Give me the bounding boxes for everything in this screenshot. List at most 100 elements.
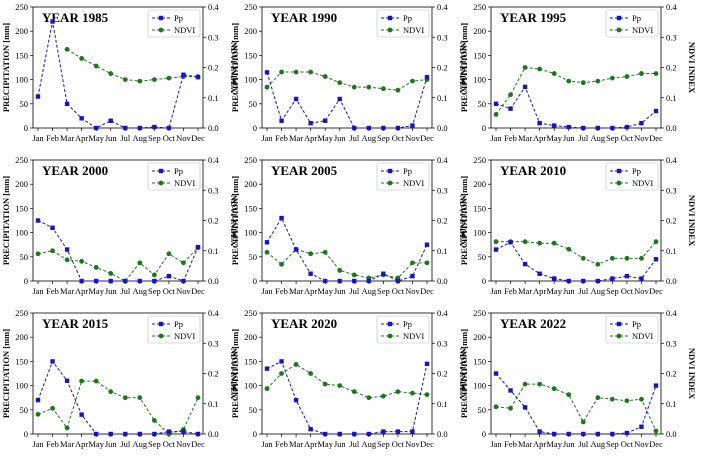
ndvi-point-oct: [395, 87, 401, 93]
left-tick-label: 50: [249, 252, 258, 262]
ndvi-point-jun: [108, 71, 114, 76]
x-tick-label-jul: Jul: [120, 439, 131, 449]
ndvi-point-oct: [624, 255, 630, 261]
right-tick-label: 0.4: [208, 2, 219, 12]
pp-point-jun: [108, 278, 113, 284]
pp-point-may: [322, 278, 328, 284]
ndvi-point-aug: [137, 260, 143, 266]
x-tick-label-nov: Nov: [634, 133, 649, 143]
legend: Pp NDVI: [376, 9, 430, 38]
right-tick-label: 0.3: [666, 338, 677, 348]
pp-point-dec: [195, 244, 201, 250]
right-tick-label: 0.0: [666, 123, 677, 133]
legend-ndvi-label: NDVI: [174, 25, 195, 35]
pp-point-oct: [395, 125, 401, 131]
ndvi-point-apr: [308, 69, 314, 75]
ndvi-point-may: [322, 74, 328, 79]
ndvi-point-jul: [351, 389, 357, 395]
x-tick-label-feb: Feb: [504, 133, 517, 143]
pp-point-apr: [308, 271, 313, 276]
right-tick-label: 0.0: [666, 429, 677, 439]
left-tick-label: 200: [473, 179, 486, 189]
legend-ndvi-label: NDVI: [632, 331, 653, 341]
ndvi-point-jul: [351, 84, 357, 90]
right-tick-label: 0.4: [666, 308, 677, 318]
ndvi-point-jun: [566, 78, 572, 84]
right-tick-label: 0.4: [666, 155, 677, 165]
pp-point-jun: [566, 431, 571, 437]
legend-pp-marker: [158, 15, 164, 21]
ndvi-point-jun: [337, 80, 343, 86]
right-tick-label: 0.0: [437, 123, 448, 133]
x-tick-label-oct: Oct: [163, 133, 176, 143]
pp-point-apr: [537, 120, 542, 126]
pp-point-jul: [352, 431, 357, 437]
panel-title: YEAR 2020: [271, 316, 337, 331]
pp-point-oct: [624, 124, 630, 130]
x-tick-label-jun: Jun: [105, 286, 118, 296]
x-tick-label-feb: Feb: [504, 286, 517, 296]
ndvi-line: [496, 241, 657, 265]
pp-point-feb: [508, 388, 513, 393]
legend-ndvi-marker: [387, 27, 393, 33]
pp-point-mar: [522, 84, 528, 90]
right-axis-title: NDVI INDEX: [229, 348, 239, 400]
pp-point-feb: [50, 359, 55, 364]
left-axis-title: PRECIPITATION [mm]: [459, 176, 469, 265]
ndvi-point-feb: [279, 69, 284, 75]
x-tick-label-nov: Nov: [634, 286, 649, 296]
right-tick-label: 0.4: [437, 155, 448, 165]
pp-point-oct: [395, 278, 401, 284]
right-tick-label: 0.1: [666, 399, 677, 409]
pp-point-jan: [493, 371, 499, 376]
ndvi-point-jun: [337, 268, 343, 273]
legend-pp-marker: [158, 321, 164, 327]
x-tick-label-feb: Feb: [275, 286, 288, 296]
x-tick-label-jun: Jun: [334, 439, 347, 449]
x-tick-label-oct: Oct: [163, 439, 176, 449]
x-tick-label-aug: Aug: [590, 286, 605, 296]
left-tick-label: 0: [482, 429, 486, 439]
pp-point-jun: [566, 124, 571, 130]
pp-point-sep: [610, 276, 615, 281]
ndvi-point-apr: [308, 251, 314, 257]
pp-point-jul: [581, 278, 586, 284]
left-axis-title: PRECIPITATION [mm]: [459, 329, 469, 418]
legend-pp-marker: [387, 15, 393, 21]
x-tick-label-mar: Mar: [60, 133, 74, 143]
right-axis-title: NDVI INDEX: [458, 195, 468, 247]
pp-point-dec: [195, 431, 201, 437]
ndvi-point-may: [551, 71, 557, 76]
pp-point-aug: [137, 125, 143, 131]
x-tick-label-jun: Jun: [105, 439, 118, 449]
left-tick-label: 150: [244, 356, 257, 366]
pp-point-jan: [264, 366, 270, 371]
pp-point-oct: [166, 273, 172, 279]
ndvi-point-dec: [424, 392, 430, 398]
ndvi-point-may: [93, 378, 99, 384]
pp-point-sep: [152, 278, 157, 284]
x-tick-label-jul: Jul: [120, 133, 131, 143]
right-axis-title: NDVI INDEX: [458, 42, 468, 94]
pp-point-dec: [653, 108, 659, 114]
pp-point-sep: [152, 124, 157, 130]
pp-point-jan: [264, 70, 270, 75]
ndvi-point-feb: [508, 92, 513, 98]
left-tick-label: 100: [473, 75, 486, 85]
left-tick-label: 50: [249, 405, 258, 415]
x-tick-label-may: May: [546, 286, 562, 296]
left-axis-title: PRECIPITATION [mm]: [1, 23, 11, 112]
left-tick-label: 200: [244, 332, 257, 342]
pp-point-may: [551, 276, 557, 281]
pp-point-apr: [79, 278, 84, 284]
pp-point-feb: [50, 19, 55, 24]
pp-point-dec: [424, 361, 430, 367]
pp-point-oct: [166, 125, 172, 131]
legend-pp-label: Pp: [403, 319, 412, 329]
left-tick-label: 200: [244, 26, 257, 36]
x-tick-label-apr: Apr: [75, 439, 88, 449]
legend-ndvi-marker: [158, 180, 164, 186]
